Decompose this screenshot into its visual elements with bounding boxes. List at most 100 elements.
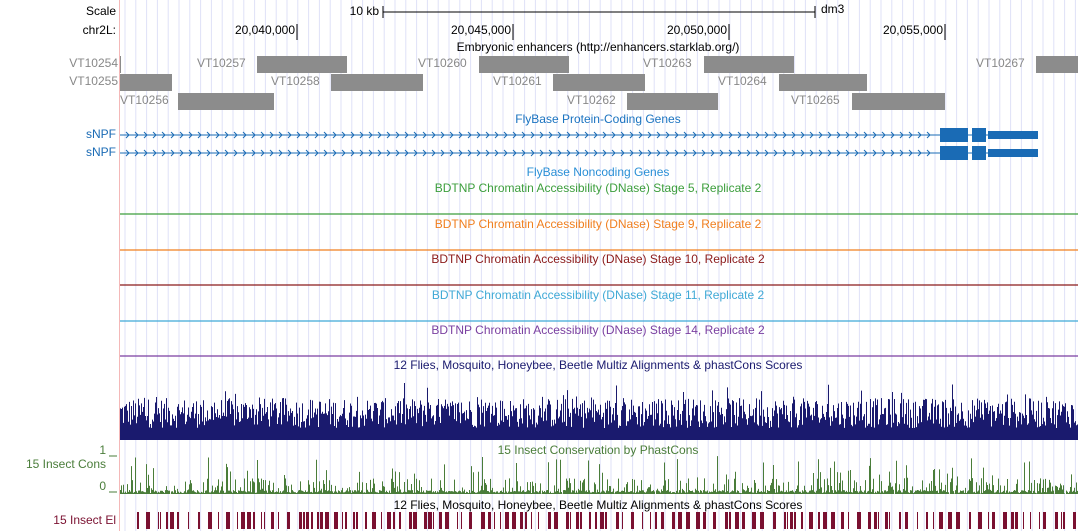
conserved-element	[160, 512, 161, 529]
conserved-element	[445, 512, 449, 529]
conserved-element	[933, 512, 934, 529]
track-title: Embryonic enhancers (http://enhancers.st…	[457, 40, 740, 54]
conserved-element	[956, 512, 960, 529]
gene-label: sNPF	[86, 127, 116, 141]
conserved-element	[1011, 512, 1014, 529]
conserved-element	[905, 512, 908, 529]
conserved-element	[287, 512, 290, 529]
conserved-element	[784, 512, 786, 529]
conserved-element	[790, 512, 793, 529]
axis-label: 0	[99, 479, 106, 493]
chrom-label: chr2L:	[83, 23, 116, 37]
conserved-element	[760, 512, 764, 529]
enhancer-block	[120, 56, 121, 73]
enhancer-label: VT10258	[271, 74, 320, 88]
position-tick-label: 20,040,000	[235, 23, 295, 37]
conserved-element	[885, 512, 888, 529]
conserved-element	[678, 512, 682, 529]
conserved-element	[589, 512, 591, 529]
conserved-element	[488, 512, 491, 529]
enhancer-block	[257, 56, 347, 73]
conserved-element	[831, 512, 835, 529]
track-title: 12 Flies, Mosquito, Honeybee, Beetle Mul…	[394, 498, 803, 512]
conserved-element	[481, 512, 485, 529]
conserved-element	[631, 512, 634, 529]
conserved-element	[226, 512, 230, 529]
position-tick-label: 20,055,000	[883, 23, 943, 37]
position-tick-label: 20,050,000	[667, 23, 727, 37]
conserved-element	[622, 512, 623, 529]
conserved-element	[299, 512, 302, 529]
conserved-element	[271, 512, 274, 529]
conserved-element	[899, 512, 901, 529]
enhancer-label: VT10257	[197, 56, 246, 70]
conserved-element	[576, 512, 579, 529]
conserved-element	[818, 512, 820, 529]
conserved-element	[773, 512, 776, 529]
conserved-element	[580, 512, 582, 529]
conserved-element	[512, 512, 516, 529]
conserved-element	[303, 512, 305, 529]
conserved-element	[889, 512, 890, 529]
enhancer-label: VT10254	[69, 56, 118, 70]
conserved-element	[372, 512, 376, 529]
track-title: 15 Insect Conservation by PhastCons	[498, 443, 699, 457]
conserved-element	[713, 512, 716, 529]
conserved-element	[253, 512, 255, 529]
conserved-element	[264, 512, 265, 529]
assembly: dm3	[821, 2, 845, 16]
conserved-element	[1063, 512, 1065, 529]
conserved-element	[146, 512, 150, 529]
conserved-element	[595, 512, 597, 529]
conserved-element	[342, 512, 343, 529]
conserved-element	[1003, 512, 1007, 529]
conserved-element	[969, 512, 971, 529]
conserved-element	[399, 512, 401, 529]
enhancer-block	[331, 74, 423, 91]
conserved-element	[531, 512, 532, 529]
conserved-element	[409, 512, 412, 529]
conserved-element	[356, 512, 358, 529]
conserved-element	[433, 512, 434, 529]
conserved-element	[823, 512, 827, 529]
conserved-element	[978, 512, 982, 529]
conserved-element	[317, 512, 319, 529]
track-title: BDTNP Chromatin Accessibility (DNase) St…	[431, 323, 765, 337]
track-label: 15 Insect El	[53, 513, 116, 527]
conserved-element	[325, 512, 329, 529]
conserved-element	[868, 512, 871, 529]
enhancer-block	[553, 74, 645, 91]
axis-label: 1	[99, 443, 106, 457]
enhancer-label: VT10256	[120, 93, 169, 107]
strand-arrows	[125, 131, 931, 139]
conserved-element	[381, 512, 382, 529]
conserved-element	[878, 512, 879, 529]
conserved-element	[1073, 512, 1076, 529]
enhancer-label: VT10264	[718, 74, 767, 88]
conserved-element	[413, 512, 417, 529]
conserved-element	[505, 512, 509, 529]
conserved-element	[874, 512, 877, 529]
conserved-element	[1030, 512, 1031, 529]
enhancer-label: VT10263	[643, 56, 692, 70]
conserved-element	[320, 512, 323, 529]
conserved-element	[306, 512, 309, 529]
multiz-signal	[120, 382, 1078, 440]
conserved-element	[703, 512, 706, 529]
conserved-element	[752, 512, 756, 529]
conserved-element	[841, 512, 844, 529]
conserved-element	[554, 512, 558, 529]
conserved-element	[696, 512, 700, 529]
conserved-element	[926, 512, 928, 529]
grid	[124, 0, 1076, 531]
conserved-element	[166, 512, 168, 529]
conserved-element	[857, 512, 861, 529]
conserved-element	[525, 512, 527, 529]
conserved-element	[158, 512, 159, 529]
conserved-element	[538, 512, 539, 529]
conserved-element	[642, 512, 643, 529]
conserved-element	[992, 512, 995, 529]
track-title: BDTNP Chromatin Accessibility (DNase) St…	[435, 217, 762, 231]
